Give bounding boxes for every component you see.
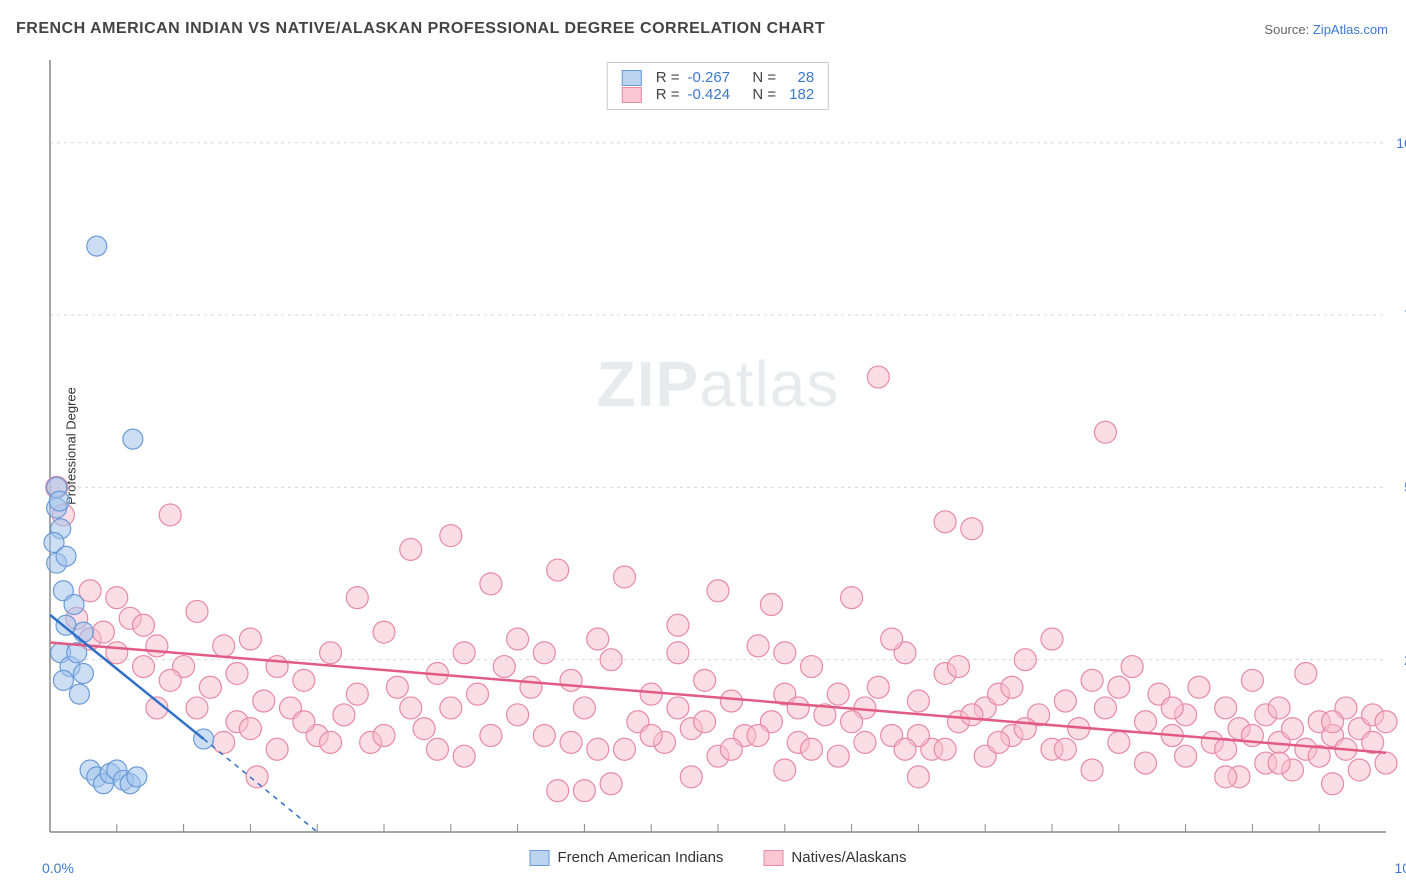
series-legend: French American Indians Natives/Alaskans <box>530 849 907 866</box>
x-max-label: 100.0% <box>1395 860 1406 876</box>
source-attribution: Source: ZipAtlas.com <box>1264 22 1388 37</box>
legend-item-series2: Natives/Alaskans <box>763 849 906 866</box>
source-link[interactable]: ZipAtlas.com <box>1313 22 1388 37</box>
legend-swatch-series2b <box>763 850 783 866</box>
y-tick-label: 10.0% <box>1396 135 1406 151</box>
legend-swatch-series1b <box>530 850 550 866</box>
x-min-label: 0.0% <box>42 860 74 876</box>
chart-container: FRENCH AMERICAN INDIAN VS NATIVE/ALASKAN… <box>0 0 1406 892</box>
legend-row-series2: R = -0.424 N = 182 <box>622 86 814 103</box>
legend-row-series1: R = -0.267 N = 28 <box>622 69 814 86</box>
legend-swatch-series1 <box>622 70 642 86</box>
scatter-plot <box>50 60 1386 832</box>
chart-area: Professional Degree ZIPatlas R = -0.267 … <box>50 60 1386 832</box>
source-label: Source: <box>1264 22 1309 37</box>
correlation-legend: R = -0.267 N = 28 R = -0.424 N = 182 <box>607 62 829 110</box>
chart-title: FRENCH AMERICAN INDIAN VS NATIVE/ALASKAN… <box>16 20 825 38</box>
legend-item-series1: French American Indians <box>530 849 724 866</box>
legend-swatch-series2 <box>622 87 642 103</box>
